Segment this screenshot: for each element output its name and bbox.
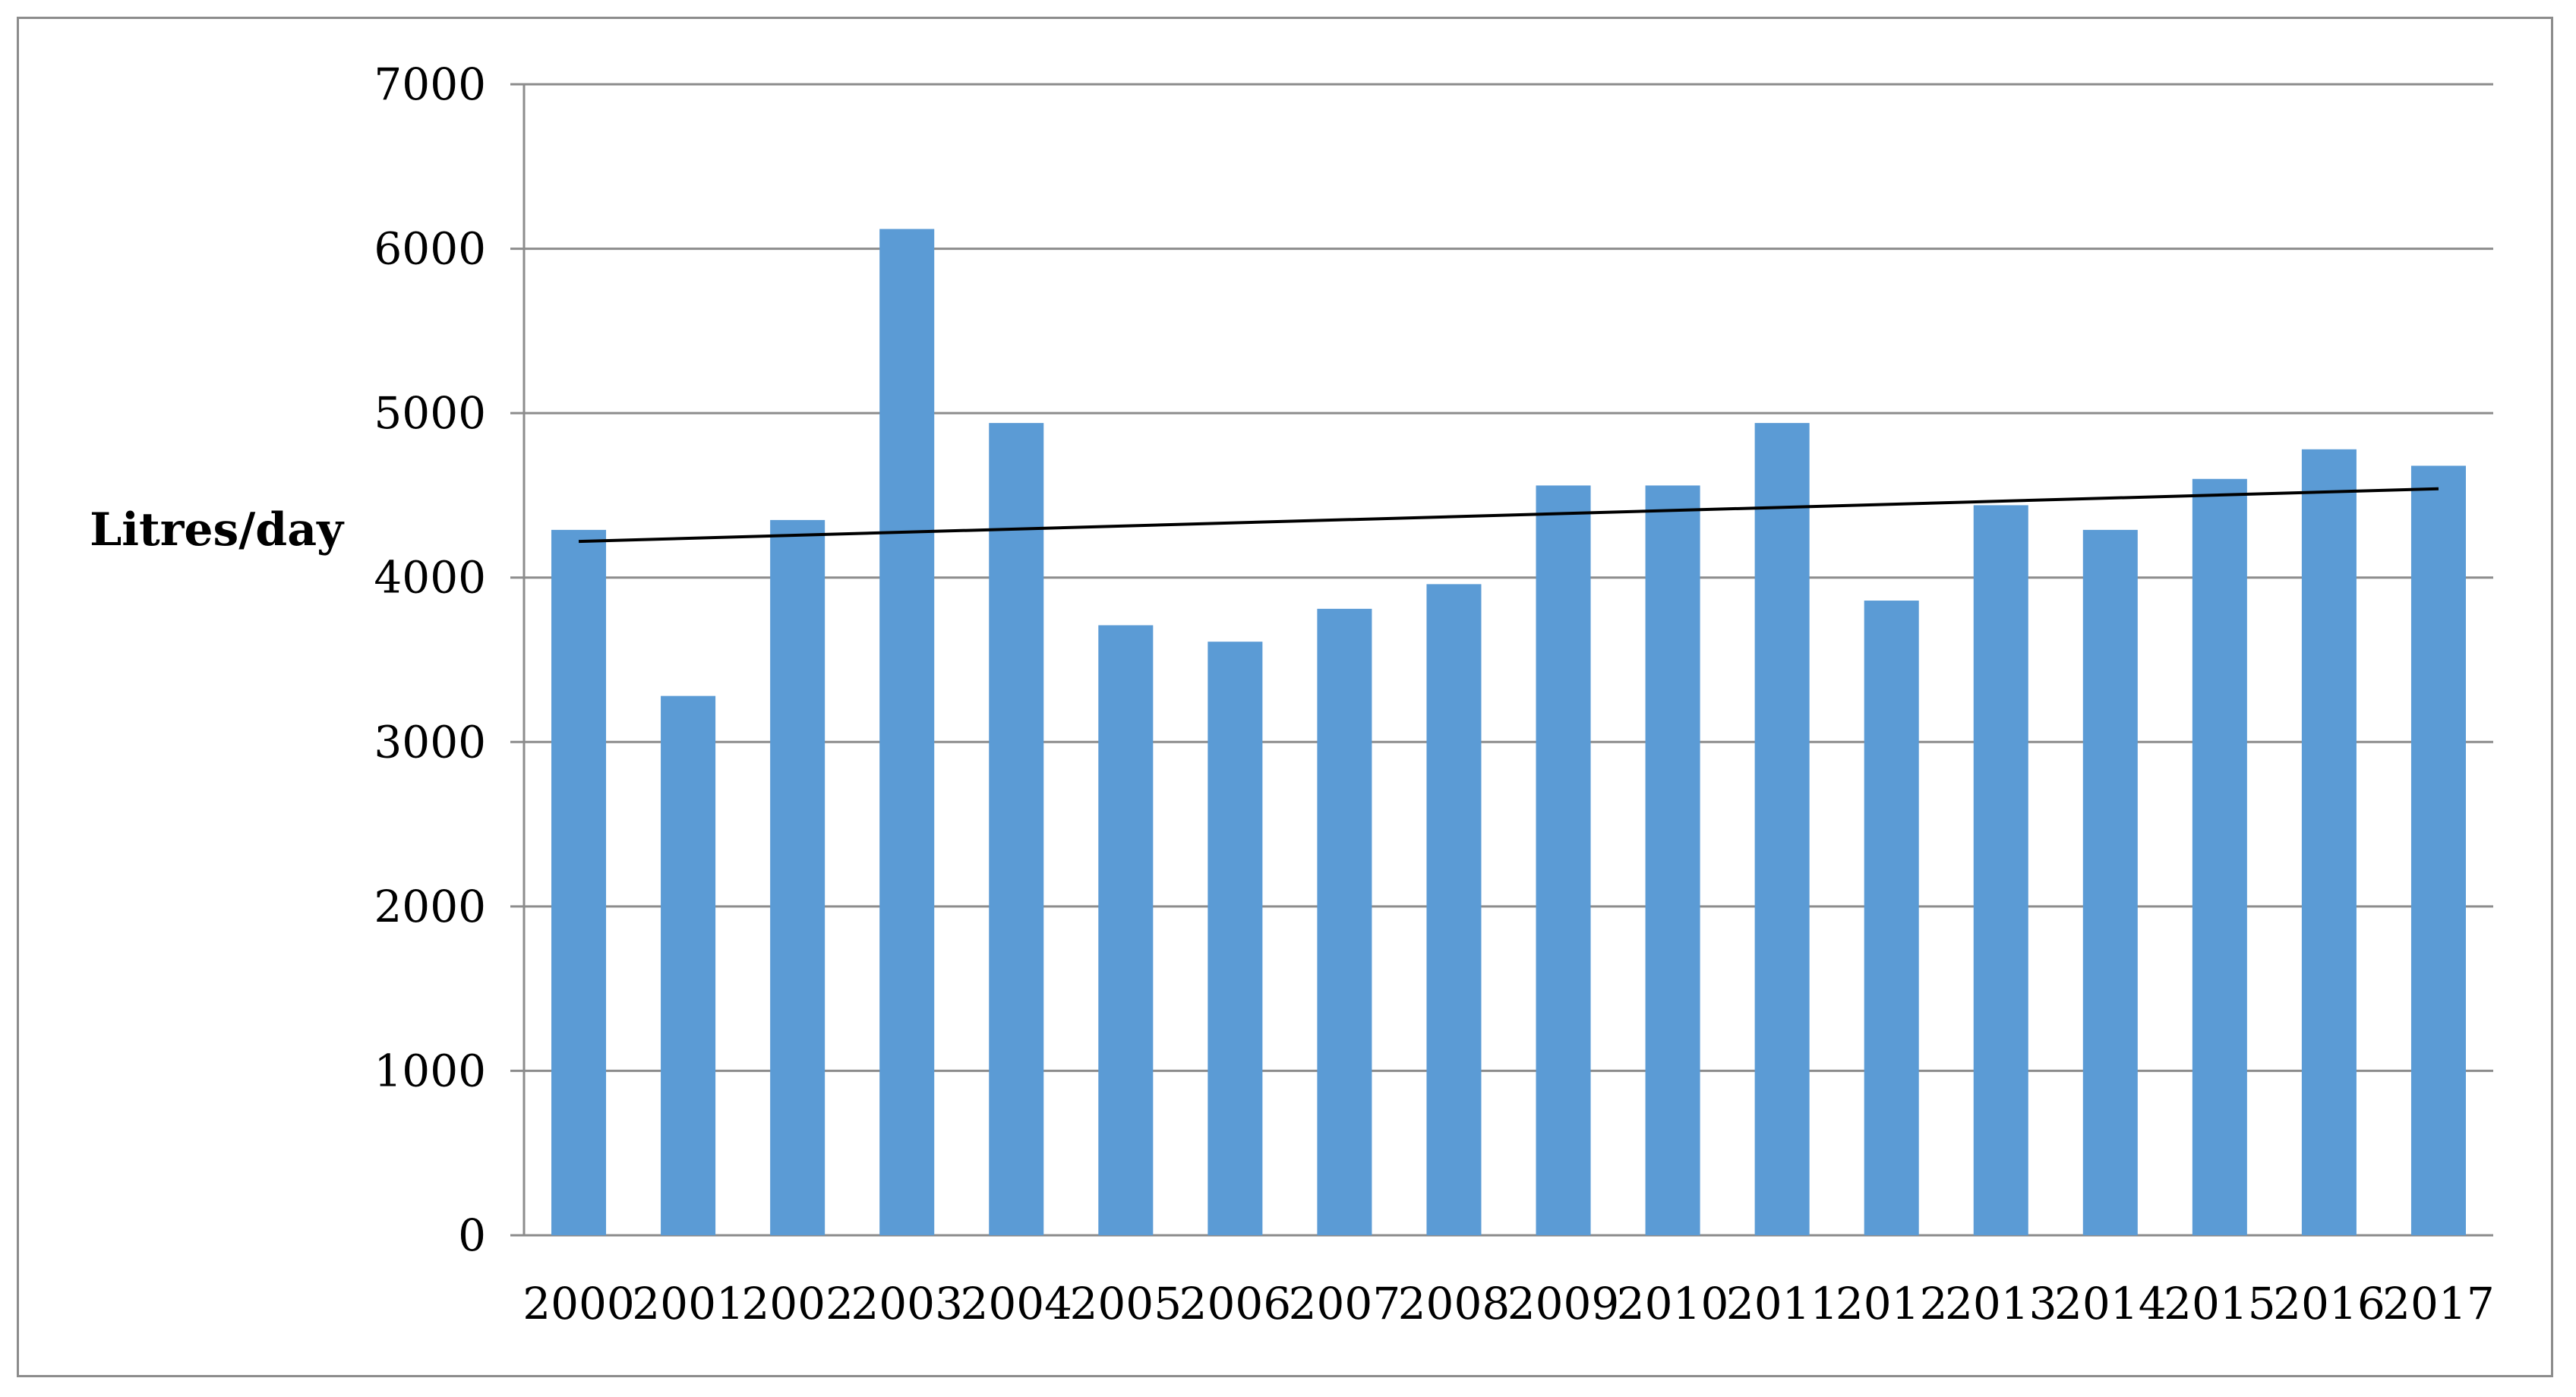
bar-2013 — [1973, 505, 2028, 1235]
bar-2015 — [2192, 478, 2247, 1235]
trendline — [578, 487, 2439, 544]
x-tick-label-2001: 2001 — [632, 1278, 744, 1329]
bar-2014 — [2082, 529, 2138, 1235]
y-tick-label-7000: 7000 — [374, 58, 486, 110]
bar-2000 — [551, 529, 607, 1235]
bar-2010 — [1645, 485, 1700, 1235]
bar-2004 — [989, 423, 1044, 1235]
bar-2001 — [661, 695, 716, 1235]
x-tick-label-2002: 2002 — [741, 1278, 854, 1329]
x-tick-label-2010: 2010 — [1617, 1278, 1729, 1329]
bar-2017 — [2410, 465, 2466, 1235]
y-tick-label-4000: 4000 — [374, 552, 486, 604]
y-tick-labels: 0 1000 2000 3000 4000 5000 6000 7000 — [374, 58, 486, 1261]
y-tick-label-6000: 6000 — [374, 223, 486, 275]
y-tick-label-5000: 5000 — [374, 387, 486, 439]
x-tick-label-2016: 2016 — [2273, 1278, 2385, 1329]
bar-2003 — [879, 229, 935, 1235]
bar-2005 — [1098, 625, 1154, 1235]
x-tick-label-2015: 2015 — [2164, 1278, 2276, 1329]
bars — [551, 229, 2466, 1235]
bar-2012 — [1864, 601, 1919, 1235]
x-tick-label-2007: 2007 — [1289, 1278, 1401, 1329]
x-tick-label-2014: 2014 — [2054, 1278, 2167, 1329]
x-tick-label-2003: 2003 — [851, 1278, 963, 1329]
x-tick-label-2000: 2000 — [522, 1278, 635, 1329]
bar-2002 — [770, 519, 826, 1235]
bar-2011 — [1754, 423, 1810, 1235]
y-tick-label-3000: 3000 — [374, 716, 486, 768]
x-tick-label-2006: 2006 — [1179, 1278, 1292, 1329]
y-tick-label-1000: 1000 — [374, 1045, 486, 1096]
x-tick-label-2017: 2017 — [2382, 1278, 2495, 1329]
y-axis-title: Litres/day — [90, 503, 345, 557]
x-tick-label-2005: 2005 — [1070, 1278, 1182, 1329]
bar-2009 — [1536, 485, 1591, 1235]
x-tick-label-2009: 2009 — [1507, 1278, 1620, 1329]
x-tick-label-2012: 2012 — [1836, 1278, 1948, 1329]
bar-2016 — [2301, 449, 2357, 1235]
x-tick-labels: 2000200120022003200420052006200720082009… — [522, 1278, 2495, 1329]
x-tick-label-2008: 2008 — [1398, 1278, 1511, 1329]
gridlines — [510, 83, 2493, 1237]
bar-2007 — [1317, 608, 1372, 1235]
y-tick-label-0: 0 — [458, 1209, 486, 1261]
trendline-line — [578, 487, 2439, 544]
x-tick-label-2011: 2011 — [1726, 1278, 1839, 1329]
bar-2008 — [1426, 584, 1482, 1235]
y-tick-label-2000: 2000 — [374, 881, 486, 932]
bar-2006 — [1208, 642, 1263, 1235]
x-tick-label-2013: 2013 — [1945, 1278, 2057, 1329]
chart-frame: 0 1000 2000 3000 4000 5000 6000 7000 2000 2001 20… — [17, 17, 2553, 1377]
x-tick-label-2004: 2004 — [960, 1278, 1072, 1329]
